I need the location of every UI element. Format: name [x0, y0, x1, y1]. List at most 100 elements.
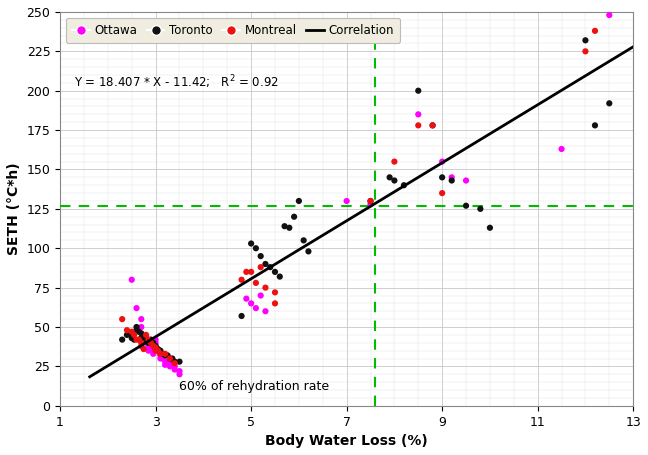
Point [143, 339, 154, 346]
Point [270, 268, 280, 276]
Point [129, 336, 139, 343]
Point [170, 358, 180, 365]
Point [132, 324, 142, 331]
Point [141, 331, 151, 339]
Point [275, 273, 285, 280]
Point [384, 174, 395, 181]
Point [170, 366, 180, 373]
Point [485, 224, 495, 232]
Point [170, 359, 180, 367]
Point [126, 331, 137, 339]
Point [251, 279, 261, 287]
Point [174, 368, 185, 375]
Point [150, 344, 161, 351]
Point [156, 349, 166, 356]
Point [129, 331, 139, 339]
Point [246, 300, 257, 307]
Point [150, 339, 161, 346]
Point [580, 48, 590, 55]
Point [174, 371, 185, 378]
Point [365, 201, 376, 208]
Point [241, 268, 251, 276]
Point [165, 355, 175, 362]
Point [157, 355, 168, 362]
Point [148, 339, 158, 346]
Point [122, 331, 132, 339]
Point [437, 189, 447, 197]
Point [160, 350, 170, 358]
Point [133, 328, 144, 335]
Point [136, 342, 146, 349]
Point [365, 197, 376, 205]
Point [150, 336, 161, 343]
Point [365, 197, 376, 205]
Point [156, 350, 166, 358]
Point [255, 292, 266, 299]
Point [150, 342, 161, 349]
Point [246, 268, 257, 276]
Point [156, 347, 166, 354]
Point [160, 361, 170, 369]
Point [146, 336, 156, 343]
Point [150, 347, 161, 354]
Point [446, 177, 457, 184]
Point [604, 100, 614, 107]
Point [251, 304, 261, 312]
Point [163, 352, 173, 359]
Point [437, 158, 447, 165]
Point [146, 339, 156, 346]
Point [146, 339, 156, 346]
Point [237, 312, 247, 319]
Point [461, 177, 471, 184]
Point [389, 158, 400, 165]
Point [141, 336, 151, 343]
Point [260, 260, 271, 268]
Point [132, 336, 142, 343]
Point [160, 358, 170, 365]
Point [174, 358, 185, 365]
Point [146, 342, 156, 349]
Point [156, 355, 166, 362]
Legend: Ottawa, Toronto, Montreal, Correlation: Ottawa, Toronto, Montreal, Correlation [66, 18, 400, 43]
Point [126, 334, 137, 342]
Point [413, 122, 423, 129]
Point [143, 342, 154, 349]
Point [475, 205, 485, 212]
Point [157, 350, 168, 358]
Point [413, 111, 423, 118]
Point [139, 345, 149, 353]
Point [461, 202, 471, 209]
X-axis label: Body Water Loss (%): Body Water Loss (%) [265, 434, 428, 448]
Point [117, 336, 128, 343]
Text: Y = 18.407 * X - 11.42;   R$^2$ = 0.92: Y = 18.407 * X - 11.42; R$^2$ = 0.92 [75, 73, 279, 91]
Point [150, 345, 161, 353]
Point [446, 174, 457, 181]
Point [260, 284, 271, 291]
Point [389, 177, 400, 184]
Point [260, 308, 271, 315]
Point [136, 324, 146, 331]
Point [132, 304, 142, 312]
Point [270, 289, 280, 296]
Point [165, 363, 175, 370]
Point [143, 347, 154, 354]
Point [265, 263, 275, 271]
Point [428, 122, 438, 129]
Point [143, 336, 154, 343]
Point [165, 355, 175, 362]
Point [590, 122, 600, 129]
Point [246, 240, 257, 247]
Point [590, 27, 600, 35]
Point [150, 342, 161, 349]
Point [284, 224, 294, 232]
Y-axis label: SETH (°C*h): SETH (°C*h) [7, 162, 21, 255]
Point [341, 197, 352, 205]
Point [170, 363, 180, 370]
Point [136, 315, 146, 323]
Point [126, 276, 137, 283]
Point [303, 248, 314, 255]
Point [580, 37, 590, 44]
Point [294, 197, 304, 205]
Point [165, 359, 175, 367]
Point [153, 347, 163, 354]
